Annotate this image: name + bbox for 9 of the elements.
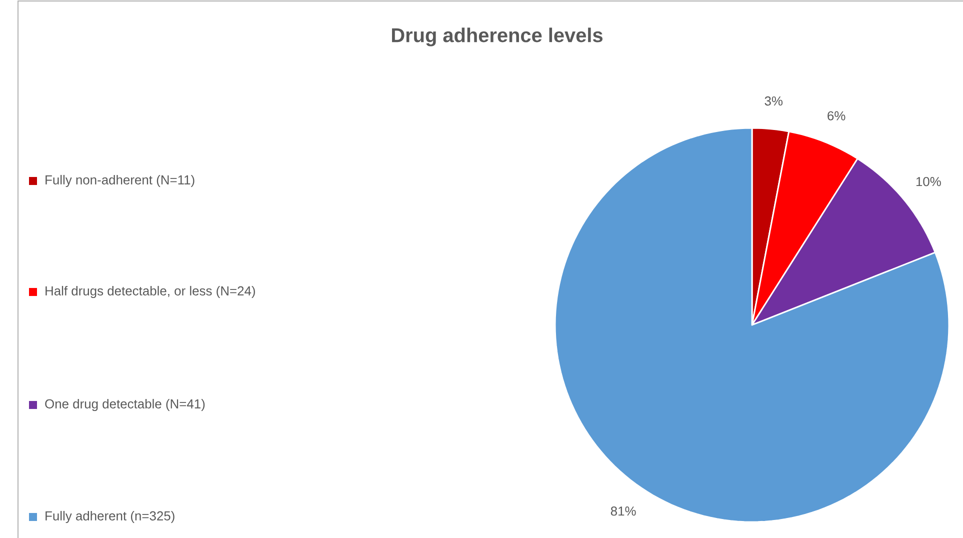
data-label: 6% (828, 111, 846, 120)
data-label: 3% (764, 96, 783, 106)
data-label: 10% (916, 176, 941, 186)
legend-label: Fully adherent (n=325) (46, 510, 174, 524)
legend-label: One drug detectable (N=41) (45, 398, 205, 412)
legend-label: Fully non-adherent (N=11) (46, 174, 194, 188)
chart-title: Drug adherence levels (392, 28, 602, 46)
legend-label: Half drugs detectable, or less (N=24) (46, 286, 255, 298)
data-label: 81% (610, 506, 636, 516)
